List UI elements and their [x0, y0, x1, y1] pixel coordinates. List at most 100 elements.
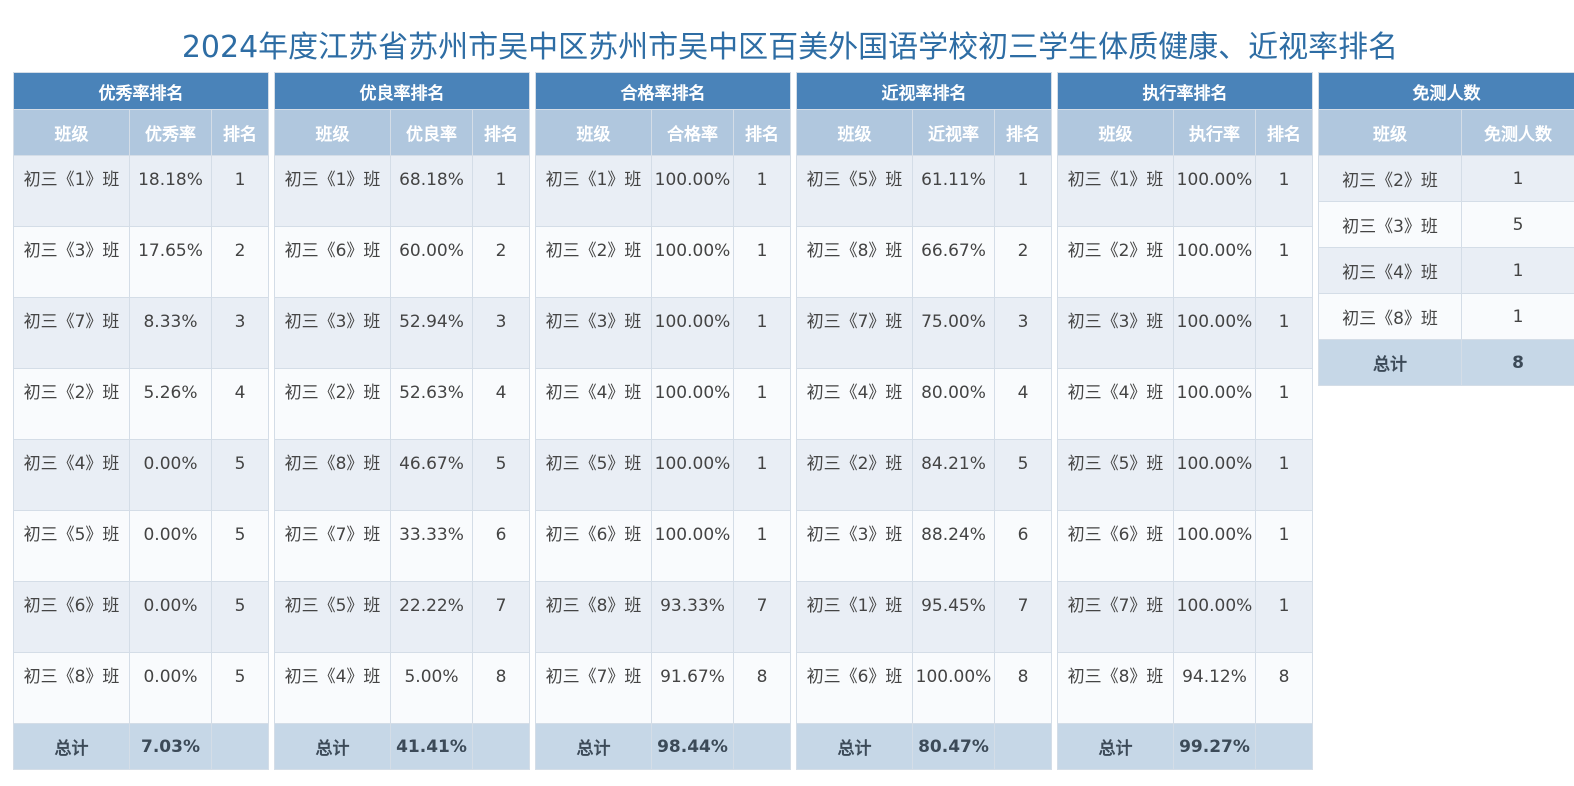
rate-cell: 46.67% [390, 439, 473, 511]
rank-value: 1 [1278, 525, 1290, 545]
col-header-rate: 合格率 [651, 109, 734, 156]
class-cell: 初三《4》班 [796, 368, 913, 440]
class-cell: 初三《4》班 [13, 439, 130, 511]
class-cell: 初三《8》班 [796, 226, 913, 298]
ranking-panel-excellent: 优秀率排名 班级 优秀率 排名 初三《1》班 18.18% 1 初三《3》班 17.65% 2 初三… [12, 72, 270, 770]
rate-value: 94.12% [1182, 667, 1247, 687]
rank-cell: 1 [1254, 439, 1314, 511]
class-name: 初三《5》班 [284, 596, 381, 616]
class-cell: 初三《3》班 [796, 510, 913, 582]
table-row: 初三《4》班 1 [1318, 247, 1574, 294]
class-name: 初三《1》班 [23, 170, 120, 190]
rank-value: 5 [234, 525, 246, 545]
total-value: 98.44% [651, 723, 734, 770]
col-header-rate: 优秀率 [129, 109, 212, 156]
rank-cell: 1 [1254, 581, 1314, 653]
class-cell: 初三《2》班 [1057, 226, 1174, 298]
rate-cell: 100.00% [651, 297, 734, 369]
total-label: 总计 [1318, 339, 1462, 386]
rate-value: 95.45% [921, 596, 986, 616]
rank-value: 3 [234, 312, 246, 332]
rank-value: 1 [1278, 241, 1290, 261]
rank-cell: 2 [210, 226, 270, 298]
rank-value: 5 [1017, 454, 1029, 474]
rank-value: 2 [1017, 241, 1029, 261]
rank-cell: 6 [993, 510, 1053, 582]
table-row: 初三《2》班 100.00% 1 [535, 226, 792, 298]
rate-cell: 88.24% [912, 510, 995, 582]
rate-value: 80.00% [921, 383, 986, 403]
rate-value: 0.00% [143, 667, 198, 687]
table-row: 初三《2》班 1 [1318, 155, 1574, 202]
rate-cell: 0.00% [129, 581, 212, 653]
class-name: 初三《2》班 [23, 383, 120, 403]
table-row: 初三《2》班 5.26% 4 [13, 368, 270, 440]
total-empty-cell [732, 723, 792, 770]
table-row: 初三《8》班 93.33% 7 [535, 581, 792, 653]
rate-value: 0.00% [143, 525, 198, 545]
table-row: 初三《4》班 80.00% 4 [796, 368, 1053, 440]
class-cell: 初三《3》班 [274, 297, 391, 369]
rank-value: 1 [1017, 170, 1029, 190]
rank-cell: 8 [993, 652, 1053, 724]
ranking-table-pass: 合格率排名 班级 合格率 排名 初三《1》班 100.00% 1 初三《2》班 100.00% 1… [534, 72, 792, 770]
class-name: 初三《7》班 [284, 525, 381, 545]
class-cell: 初三《6》班 [535, 510, 652, 582]
table-row: 初三《8》班 66.67% 2 [796, 226, 1053, 298]
rank-cell: 3 [993, 297, 1053, 369]
rate-cell: 100.00% [651, 155, 734, 227]
rate-value: 52.94% [399, 312, 464, 332]
exempt-panel: 免测人数 班级 免测人数 初三《2》班 1 初三《3》班 5 初三《4》班 1 初三《8》班… [1318, 72, 1574, 386]
rate-cell: 52.63% [390, 368, 473, 440]
rank-cell: 7 [471, 581, 531, 653]
class-cell: 初三《8》班 [535, 581, 652, 653]
rank-cell: 3 [471, 297, 531, 369]
rate-value: 100.00% [915, 667, 992, 687]
total-label: 总计 [535, 723, 652, 770]
class-cell: 初三《3》班 [13, 226, 130, 298]
rate-cell: 33.33% [390, 510, 473, 582]
table-row: 初三《6》班 100.00% 1 [1057, 510, 1314, 582]
col-header-rank: 排名 [210, 109, 270, 156]
ranking-panel-myopia: 近视率排名 班级 近视率 排名 初三《5》班 61.11% 1 初三《8》班 66.67% 2 初三… [795, 72, 1053, 770]
class-cell: 初三《2》班 [13, 368, 130, 440]
class-cell: 初三《8》班 [274, 439, 391, 511]
rank-value: 2 [495, 241, 507, 261]
total-row: 总计 99.27% [1057, 723, 1314, 770]
table-row: 初三《8》班 0.00% 5 [13, 652, 270, 724]
rank-value: 1 [1278, 170, 1290, 190]
rate-value: 75.00% [921, 312, 986, 332]
class-name: 初三《7》班 [1067, 596, 1164, 616]
class-cell: 初三《5》班 [13, 510, 130, 582]
rank-cell: 2 [471, 226, 531, 298]
total-value: 41.41% [390, 723, 473, 770]
rank-value: 7 [495, 596, 507, 616]
class-name: 初三《3》班 [284, 312, 381, 332]
class-name: 初三《6》班 [1067, 525, 1164, 545]
rank-cell: 5 [210, 652, 270, 724]
panel-heading: 优秀率排名 [12, 72, 270, 110]
ranking-table-myopia: 近视率排名 班级 近视率 排名 初三《5》班 61.11% 1 初三《8》班 66.67% 2 初三… [795, 72, 1053, 770]
class-name: 初三《4》班 [806, 383, 903, 403]
table-row: 初三《1》班 18.18% 1 [13, 155, 270, 227]
rate-cell: 66.67% [912, 226, 995, 298]
col-header-class: 班级 [535, 109, 652, 156]
class-cell: 初三《4》班 [1057, 368, 1174, 440]
rate-value: 100.00% [654, 525, 731, 545]
class-name: 初三《4》班 [1067, 383, 1164, 403]
rate-value: 46.67% [399, 454, 464, 474]
total-row: 总计 80.47% [796, 723, 1053, 770]
table-row: 初三《3》班 100.00% 1 [1057, 297, 1314, 369]
table-row: 初三《2》班 100.00% 1 [1057, 226, 1314, 298]
class-cell: 初三《7》班 [13, 297, 130, 369]
table-row: 初三《3》班 52.94% 3 [274, 297, 531, 369]
class-cell: 初三《1》班 [274, 155, 391, 227]
class-name: 初三《8》班 [284, 454, 381, 474]
col-header-rank: 排名 [471, 109, 531, 156]
total-row: 总计 41.41% [274, 723, 531, 770]
rate-cell: 22.22% [390, 581, 473, 653]
class-name: 初三《1》班 [1067, 170, 1164, 190]
class-cell: 初三《3》班 [535, 297, 652, 369]
ranking-panel-good: 优良率排名 班级 优良率 排名 初三《1》班 68.18% 1 初三《6》班 60.00% 2 初三… [273, 72, 531, 770]
table-row: 初三《3》班 5 [1318, 201, 1574, 248]
